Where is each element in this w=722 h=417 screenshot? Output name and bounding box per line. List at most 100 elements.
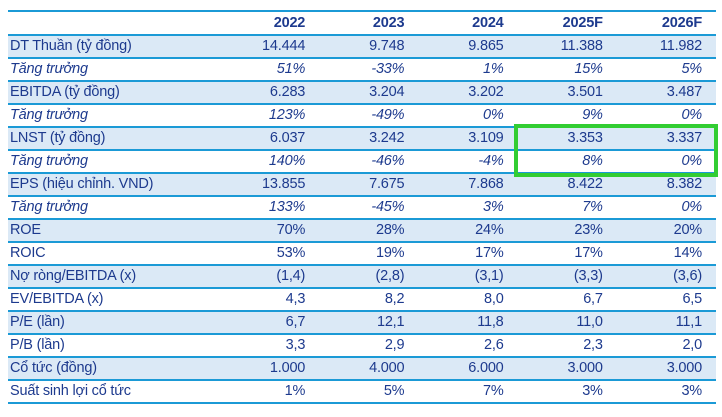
table-row: LNST (tỷ đồng) 6.037 3.242 3.109 3.353 3.337 — [8, 127, 716, 151]
cell-value: 0% — [616, 150, 716, 174]
cell-value: (3,3) — [517, 265, 617, 289]
cell-value: (3,6) — [616, 265, 716, 289]
cell-value: 14.444 — [220, 35, 320, 59]
year-column-header: 2024 — [418, 11, 518, 36]
table-row: EPS (hiệu chỉnh. VND) 13.855 7.675 7.868 8.4… — [8, 173, 716, 197]
cell-value: 11,0 — [517, 311, 617, 335]
row-label: ROE — [8, 219, 220, 243]
cell-value: 3% — [517, 380, 617, 404]
cell-value: 6,7 — [517, 288, 617, 312]
cell-value: 3% — [418, 196, 518, 220]
cell-value: 2,0 — [616, 334, 716, 358]
cell-value: 9.748 — [319, 35, 419, 59]
row-label: Tăng trưởng — [8, 196, 220, 220]
cell-value: 9% — [517, 104, 617, 128]
cell-value: 9.865 — [418, 35, 518, 59]
cell-value: 0% — [616, 196, 716, 220]
table-row: Tăng trưởng 51% -33% 1% 15% 5% — [8, 58, 716, 82]
cell-value: 3.204 — [319, 81, 419, 105]
cell-value: 133% — [220, 196, 320, 220]
cell-value: 11.388 — [517, 35, 617, 59]
cell-value: 3.501 — [517, 81, 617, 105]
cell-value: 2,6 — [418, 334, 518, 358]
cell-value: (1,4) — [220, 265, 320, 289]
cell-value: 11,8 — [418, 311, 518, 335]
year-column-header: 2022 — [220, 11, 320, 36]
cell-value: 5% — [616, 58, 716, 82]
cell-value: 2,9 — [319, 334, 419, 358]
cell-value: 70% — [220, 219, 320, 243]
cell-value: 7.675 — [319, 173, 419, 197]
cell-value: 6,5 — [616, 288, 716, 312]
cell-value: 2,3 — [517, 334, 617, 358]
cell-value: 7% — [418, 380, 518, 404]
cell-value: 140% — [220, 150, 320, 174]
row-label: Tăng trưởng — [8, 58, 220, 82]
year-column-header: 2023 — [319, 11, 419, 36]
cell-value: 3.202 — [418, 81, 518, 105]
cell-value: 12,1 — [319, 311, 419, 335]
row-label: P/B (lần) — [8, 334, 220, 358]
row-label: EBITDA (tỷ đồng) — [8, 81, 220, 105]
cell-value: 23% — [517, 219, 617, 243]
cell-value: 14% — [616, 242, 716, 266]
cell-value: 6.037 — [220, 127, 320, 151]
cell-value: 123% — [220, 104, 320, 128]
table-row: EV/EBITDA (x) 4,3 8,2 8,0 6,7 6,5 — [8, 288, 716, 312]
table-row: Cổ tức (đồng) 1.000 4.000 6.000 3.000 3.000 — [8, 357, 716, 381]
cell-value: -45% — [319, 196, 419, 220]
cell-value: (3,1) — [418, 265, 518, 289]
cell-value: 11.982 — [616, 35, 716, 59]
cell-value: 17% — [418, 242, 518, 266]
cell-value: (2,8) — [319, 265, 419, 289]
cell-value: 8.382 — [616, 173, 716, 197]
cell-value: 1% — [220, 380, 320, 404]
cell-value: 1.000 — [220, 357, 320, 381]
cell-value: 3.487 — [616, 81, 716, 105]
cell-value: 51% — [220, 58, 320, 82]
row-label: Tăng trưởng — [8, 150, 220, 174]
cell-value: 6.283 — [220, 81, 320, 105]
cell-value: 8,0 — [418, 288, 518, 312]
table-row: Tăng trưởng 140% -46% -4% 8% 0% — [8, 150, 716, 174]
year-column-header: 2025F — [517, 11, 617, 36]
financials-table: 2022 2023 2024 2025F 2026F DT Thuần (tỷ đồng… — [8, 10, 716, 404]
cell-value: 3.000 — [517, 357, 617, 381]
table-row: DT Thuần (tỷ đồng) 14.444 9.748 9.865 11.388… — [8, 35, 716, 59]
cell-value: 5% — [319, 380, 419, 404]
cell-value: 6,7 — [220, 311, 320, 335]
cell-value: 8% — [517, 150, 617, 174]
cell-value: 24% — [418, 219, 518, 243]
cell-value: 15% — [517, 58, 617, 82]
row-label: Suất sinh lợi cổ tức — [8, 380, 220, 404]
table-body: DT Thuần (tỷ đồng) 14.444 9.748 9.865 11.388… — [8, 35, 716, 404]
row-label: P/E (lần) — [8, 311, 220, 335]
cell-value: 3% — [616, 380, 716, 404]
row-label: LNST (tỷ đồng) — [8, 127, 220, 151]
cell-value: 4.000 — [319, 357, 419, 381]
cell-value: 4,3 — [220, 288, 320, 312]
table-row: ROE 70% 28% 24% 23% 20% — [8, 219, 716, 243]
table-row: Tăng trưởng 123% -49% 0% 9% 0% — [8, 104, 716, 128]
table-row: ROIC 53% 19% 17% 17% 14% — [8, 242, 716, 266]
row-label: ROIC — [8, 242, 220, 266]
cell-value: 0% — [418, 104, 518, 128]
row-label: Nợ ròng/EBITDA (x) — [8, 265, 220, 289]
year-column-header: 2026F — [616, 11, 716, 36]
cell-value: 20% — [616, 219, 716, 243]
cell-value: -33% — [319, 58, 419, 82]
cell-value: 3.353 — [517, 127, 617, 151]
table-row: Tăng trưởng 133% -45% 3% 7% 0% — [8, 196, 716, 220]
cell-value: 13.855 — [220, 173, 320, 197]
cell-value: 53% — [220, 242, 320, 266]
table-row: Nợ ròng/EBITDA (x) (1,4) (2,8) (3,1) (3,3) (3… — [8, 265, 716, 289]
cell-value: 7% — [517, 196, 617, 220]
cell-value: 6.000 — [418, 357, 518, 381]
metric-column-header — [8, 11, 220, 36]
cell-value: 3.000 — [616, 357, 716, 381]
cell-value: 1% — [418, 58, 518, 82]
cell-value: 3.109 — [418, 127, 518, 151]
cell-value: 19% — [319, 242, 419, 266]
cell-value: -4% — [418, 150, 518, 174]
